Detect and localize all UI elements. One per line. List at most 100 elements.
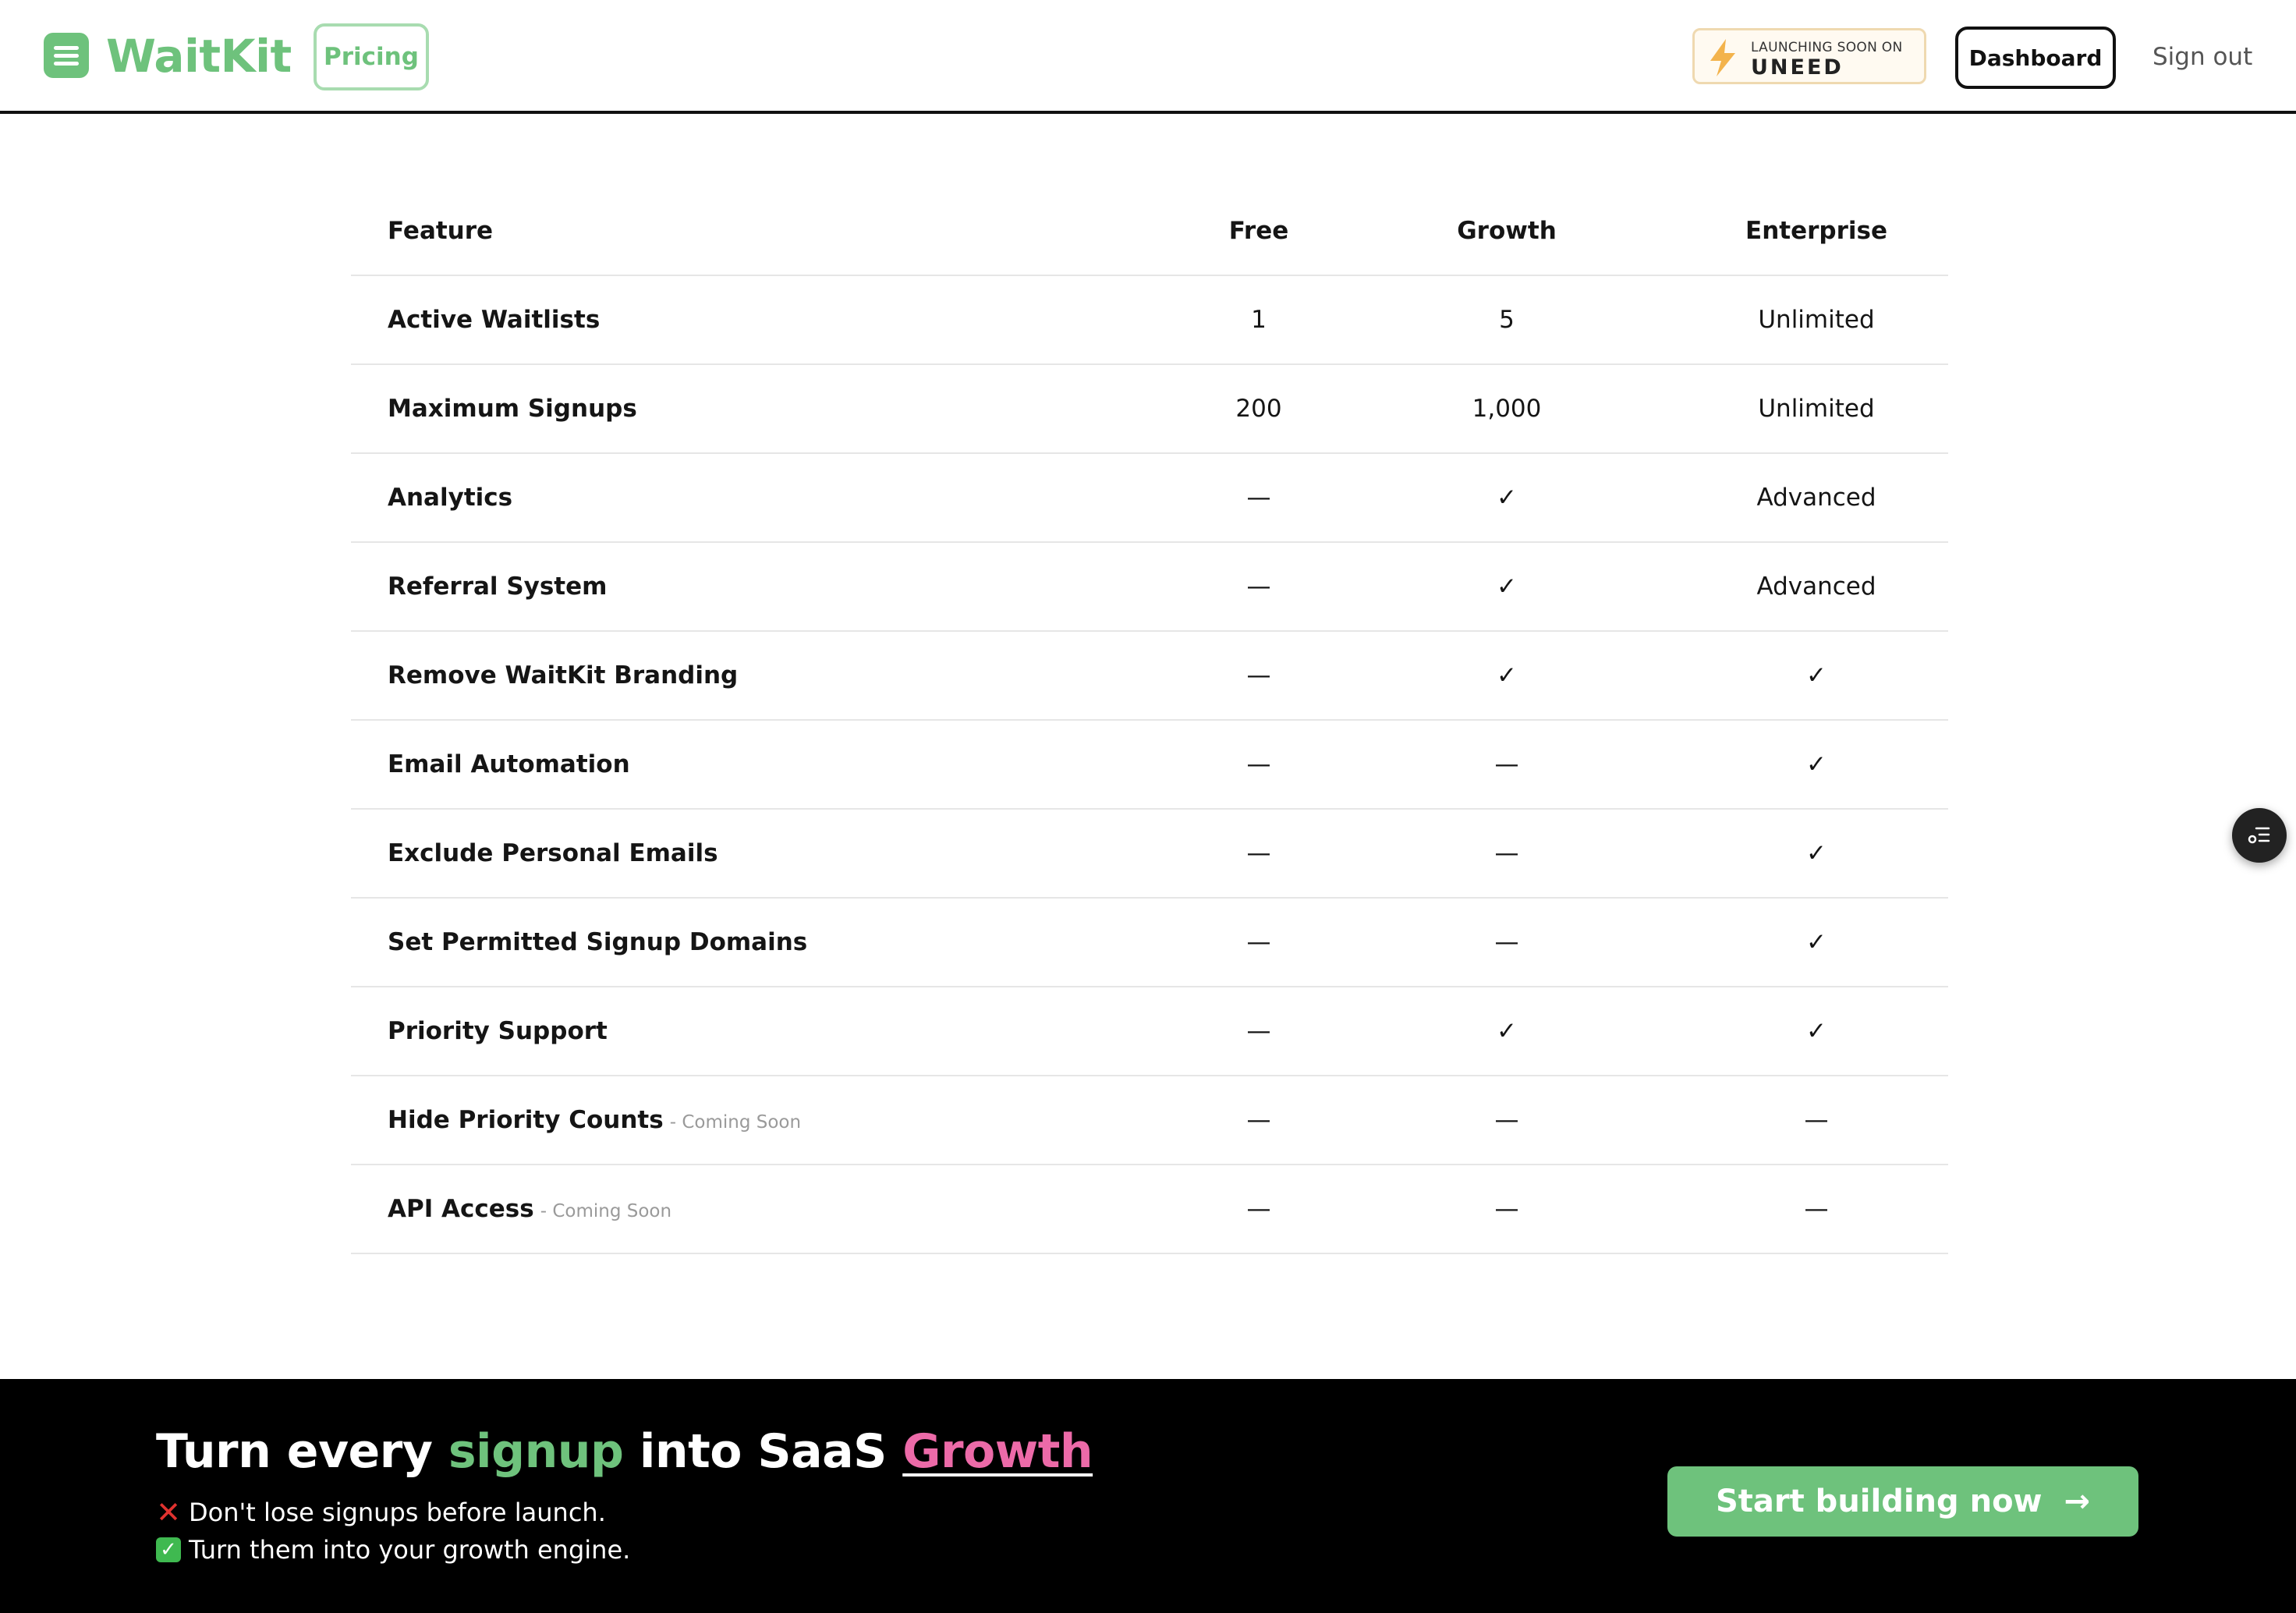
feature-name-cell: Hide Priority Counts - Coming Soon [388,1076,1090,1164]
free-plan-cell: — [1246,1106,1271,1134]
feature-name-cell: API Access - Coming Soon [388,1165,1090,1253]
cta-title-highlight-signup: signup [448,1424,624,1479]
floating-menu-button[interactable] [2232,808,2287,863]
table-row: Referral System — ✓ Advanced [351,543,1948,632]
free-plan-cell: 1 [1251,306,1267,334]
start-building-button[interactable]: Start building now → [1667,1466,2138,1537]
feature-name-cell: Maximum Signups [388,365,1090,452]
growth-plan-cell: — [1494,1106,1519,1134]
enterprise-plan-cell: — [1804,1106,1829,1134]
free-plan-cell: — [1246,661,1271,690]
start-building-label: Start building now [1715,1484,2043,1519]
feature-name-cell: Exclude Personal Emails [388,810,1090,897]
enterprise-plan-cell: Unlimited [1758,306,1875,334]
free-plan-cell: — [1246,928,1271,956]
enterprise-plan-cell: — [1804,1195,1829,1223]
sign-out-link[interactable]: Sign out [2152,43,2253,71]
table-row: Remove WaitKit Branding — ✓ ✓ [351,632,1948,721]
enterprise-plan-cell: ✓ [1806,928,1827,956]
feature-name-cell: Active Waitlists [388,276,1090,363]
table-row: Set Permitted Signup Domains — — ✓ [351,899,1948,987]
feature-label: Maximum Signups [388,395,637,423]
cross-mark-icon: ✕ [156,1495,181,1530]
feature-name-cell: Priority Support [388,987,1090,1075]
top-navbar: WaitKit Pricing LAUNCHING SOON ON UNEED … [0,0,2296,114]
growth-plan-cell: — [1494,928,1519,956]
free-plan-cell: — [1246,1017,1271,1045]
waitkit-logo-icon[interactable] [44,33,89,78]
pricing-nav-button[interactable]: Pricing [314,23,429,90]
cta-point-1: ✕ Don't lose signups before launch. [156,1495,606,1530]
launch-badge-name: UNEED [1751,55,1844,80]
cta-title-part2: into SaaS [623,1424,903,1479]
feature-name-cell: Referral System [388,543,1090,630]
feature-name-cell: Analytics [388,454,1090,541]
coming-soon-note: - Coming Soon [669,1112,802,1133]
header-growth: Growth [1457,217,1557,245]
check-mark-icon: ✓ [156,1537,181,1562]
cta-point-1-text: Don't lose signups before launch. [189,1498,606,1527]
enterprise-plan-cell: ✓ [1806,839,1827,867]
lightning-bolt-icon [1710,39,1735,76]
pricing-comparison-table: Feature Free Growth Enterprise Active Wa… [351,187,1948,1254]
enterprise-plan-cell: Advanced [1756,484,1876,512]
table-row: API Access - Coming Soon — — — [351,1165,1948,1254]
feature-label: Active Waitlists [388,306,601,334]
feature-label: Remove WaitKit Branding [388,661,739,690]
coming-soon-note: - Coming Soon [540,1201,672,1221]
enterprise-plan-cell: ✓ [1806,661,1827,690]
free-plan-cell: — [1246,839,1271,867]
free-plan-cell: — [1246,750,1271,778]
feature-label: Analytics [388,484,513,512]
free-plan-cell: — [1246,1195,1271,1223]
cta-title-part1: Turn every [156,1424,448,1479]
table-row: Active Waitlists 1 5 Unlimited [351,276,1948,365]
cta-headline: Turn every signup into SaaS Growth [156,1424,1093,1479]
feature-label: Referral System [388,573,608,601]
feature-name-cell: Set Permitted Signup Domains [388,899,1090,986]
feature-label: Hide Priority Counts [388,1106,664,1134]
cta-banner: Turn every signup into SaaS Growth ✕ Don… [0,1379,2296,1613]
growth-plan-cell: 5 [1499,306,1515,334]
growth-plan-cell: ✓ [1497,484,1517,512]
table-row: Exclude Personal Emails — — ✓ [351,810,1948,899]
enterprise-plan-cell: Advanced [1756,573,1876,601]
feature-label: Priority Support [388,1017,608,1045]
header-feature: Feature [388,217,494,245]
feature-label: API Access [388,1195,534,1223]
table-row: Email Automation — — ✓ [351,721,1948,810]
table-row: Hide Priority Counts - Coming Soon — — — [351,1076,1948,1165]
list-settings-icon [2248,827,2270,844]
cta-point-2: ✓ Turn them into your growth engine. [156,1535,630,1565]
launching-soon-badge[interactable]: LAUNCHING SOON ON UNEED [1692,28,1926,84]
growth-plan-cell: 1,000 [1472,395,1542,423]
growth-plan-cell: — [1494,750,1519,778]
arrow-right-icon: → [2064,1484,2091,1519]
cta-point-2-text: Turn them into your growth engine. [189,1535,631,1565]
free-plan-cell: — [1246,573,1271,601]
feature-label: Email Automation [388,750,630,778]
growth-plan-cell: ✓ [1497,661,1517,690]
feature-label: Exclude Personal Emails [388,839,718,867]
table-row: Priority Support — ✓ ✓ [351,987,1948,1076]
free-plan-cell: — [1246,484,1271,512]
growth-plan-cell: ✓ [1497,1017,1517,1045]
table-header-row: Feature Free Growth Enterprise [351,187,1948,276]
table-row: Analytics — ✓ Advanced [351,454,1948,543]
feature-name-cell: Remove WaitKit Branding [388,632,1090,719]
growth-plan-cell: ✓ [1497,573,1517,601]
brand-name[interactable]: WaitKit [106,30,292,83]
growth-plan-cell: — [1494,1195,1519,1223]
enterprise-plan-cell: ✓ [1806,1017,1827,1045]
feature-name-cell: Email Automation [388,721,1090,808]
cta-title-highlight-growth: Growth [902,1424,1093,1479]
launch-badge-subtitle: LAUNCHING SOON ON [1751,40,1903,55]
table-row: Maximum Signups 200 1,000 Unlimited [351,365,1948,454]
growth-plan-cell: — [1494,839,1519,867]
enterprise-plan-cell: Unlimited [1758,395,1875,423]
header-free: Free [1228,217,1289,245]
feature-label: Set Permitted Signup Domains [388,928,808,956]
free-plan-cell: 200 [1235,395,1282,423]
dashboard-button[interactable]: Dashboard [1955,27,2116,89]
header-enterprise: Enterprise [1745,217,1887,245]
